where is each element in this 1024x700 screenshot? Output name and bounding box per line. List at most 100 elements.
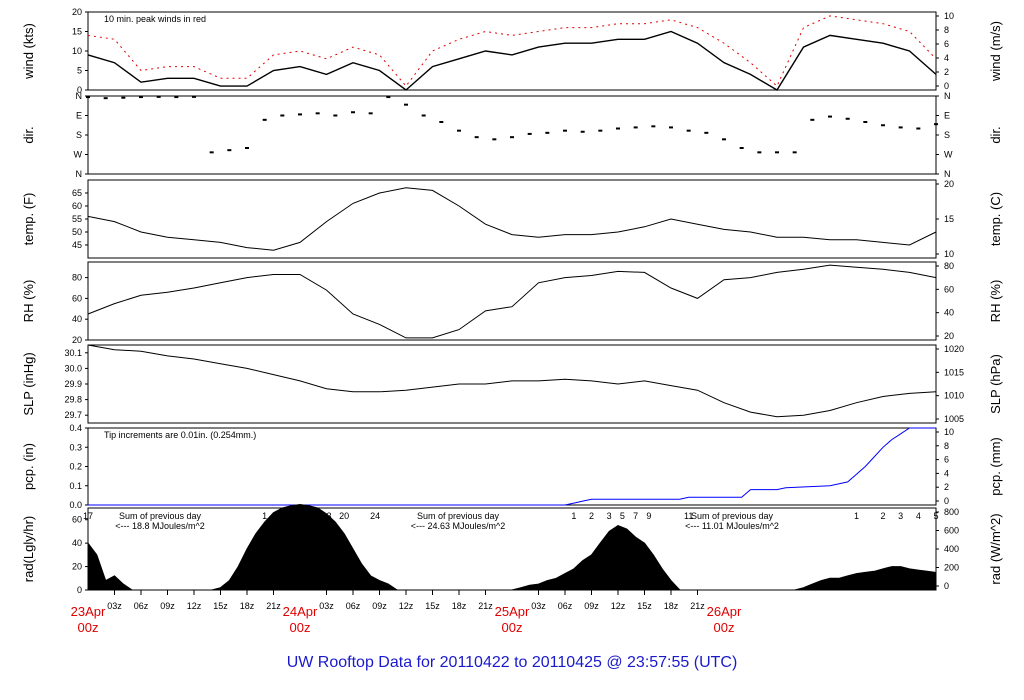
x-tick-label: 18z [240,601,255,611]
radiation-sum-value: <--- 18.8 MJoules/m^2 [115,521,205,531]
direction-point [739,147,744,149]
direction-point [404,103,408,106]
y-tick-label: 65 [72,188,82,198]
y-axis-label-right: dir. [988,126,1003,143]
direction-point [315,112,320,115]
direction-point [492,138,497,141]
x-tick-label: 15z [213,601,228,611]
y-tick-label: 60 [72,201,82,211]
y-tick-label-right: 60 [944,284,954,294]
date-label: 25Apr [495,604,530,619]
y-tick-label-right: 800 [944,507,959,517]
y-tick-label: 55 [72,214,82,224]
panel-frame [87,427,937,506]
direction-point [669,126,673,129]
y-tick-label: 0.2 [69,462,82,472]
direction-point [386,96,391,99]
series-line [88,427,936,506]
direction-point [863,121,868,123]
panel-frame [87,95,937,175]
x-tick-label: 21z [266,601,281,611]
y-tick-label: N [76,169,83,179]
series-line [87,264,937,339]
y-tick-label: W [74,150,83,160]
y-tick-label-right: E [944,111,950,121]
sun-hour-label: 4 [916,511,921,521]
radiation-sum-label: Sum of previous day [119,511,202,521]
y-tick-label: 29.7 [64,410,82,420]
y-tick-label: 80 [72,273,82,283]
y-axis-label-left: rad(Lgly/hr) [21,516,36,582]
y-tick-label-right: 200 [944,563,959,573]
y-tick-label: 0.1 [69,481,82,491]
x-axis: 03z 06z 09z 12z 15z 18z 21z 03z 06z 09z 12z 15z 18z 2… [71,590,742,635]
y-axis-label-left: dir. [21,126,36,143]
direction-point [280,114,285,117]
direction-point [457,129,461,132]
sun-hour-label: 7 [633,511,638,521]
y-axis-label-right: temp. (C) [988,192,1003,246]
y-tick-label: 29.9 [64,379,82,389]
direction-point [86,96,90,99]
x-tick-label: 06z [558,601,573,611]
y-tick-label-right: 10 [944,249,954,259]
panel-frame [87,507,937,591]
y-tick-label: 0 [77,85,82,95]
y-tick-label: 29.8 [64,395,82,405]
y-tick-label-right: W [944,150,953,160]
series-line [87,187,937,251]
sun-hour-label: 9 [646,511,651,521]
direction-point [810,118,815,121]
chart-title: UW Rooftop Data for 20110422 to 20110425… [287,654,738,671]
direction-point [934,123,938,126]
direction-point [545,131,550,134]
direction-point [775,151,779,154]
y-tick-label-right: 8 [944,441,949,451]
direction-point [333,114,338,117]
radiation-sum-label: Sum of previous day [691,511,774,521]
y-tick-label-right: 1005 [944,414,964,424]
y-tick-label: 30.0 [64,363,82,373]
radiation-sum-value: <--- 24.63 MJoules/m^2 [411,521,506,531]
direction-point [121,96,126,99]
y-tick-label: 60 [72,293,82,303]
direction-point [368,112,373,115]
x-tick-label: 12z [187,601,202,611]
panel-1: wind (kts) wind (m/s) 0 5 10 15 20 0 2 4 6 8 10 10 mi… [21,7,1003,95]
panel-6: pcp. (in) pcp. (mm) 0.0 0.1 0.2 0.3 0.4 0 2 4 6 8 10… [21,423,1003,510]
x-tick-label: 03z [531,601,546,611]
direction-point [563,129,567,132]
sun-hour-label: 1 [571,511,576,521]
x-tick-label: 18z [452,601,467,611]
panel-3: temp. (F) temp. (C) 45 50 55 60 65 10 15 20 [21,179,1003,259]
date-label-hour: 00z [502,620,523,635]
date-label: 24Apr [283,604,318,619]
direction-point [298,113,302,116]
y-tick-label: 15 [72,27,82,37]
x-tick-label: 18z [664,601,679,611]
y-tick-label: 20 [72,335,82,345]
y-tick-label: 40 [72,314,82,324]
x-tick-label: 06z [134,601,149,611]
direction-point [722,138,726,141]
y-axis-label-left: wind (kts) [21,23,36,80]
panel-annotation: Tip increments are 0.01in. (0.254mm.) [104,430,256,440]
y-tick-label-right: 80 [944,261,954,271]
sun-hour-label: 2 [880,511,885,521]
y-tick-label-right: 400 [944,544,959,554]
y-tick-label-right: 10 [944,427,954,437]
y-tick-label: 20 [72,7,82,17]
sun-hour-label: 2 [589,511,594,521]
direction-point [704,131,709,134]
direction-point [527,132,532,135]
y-tick-label: 45 [72,240,82,250]
panel-4: RH (%) RH (%) 20 40 60 80 20 40 60 80 [21,261,1003,345]
direction-point [898,126,903,129]
y-tick-label-right: 6 [944,455,949,465]
direction-point [174,96,179,99]
y-tick-label-right: 4 [944,468,949,478]
panel-frame [87,11,937,91]
y-tick-label: 0.3 [69,442,82,452]
direction-point [262,118,267,121]
